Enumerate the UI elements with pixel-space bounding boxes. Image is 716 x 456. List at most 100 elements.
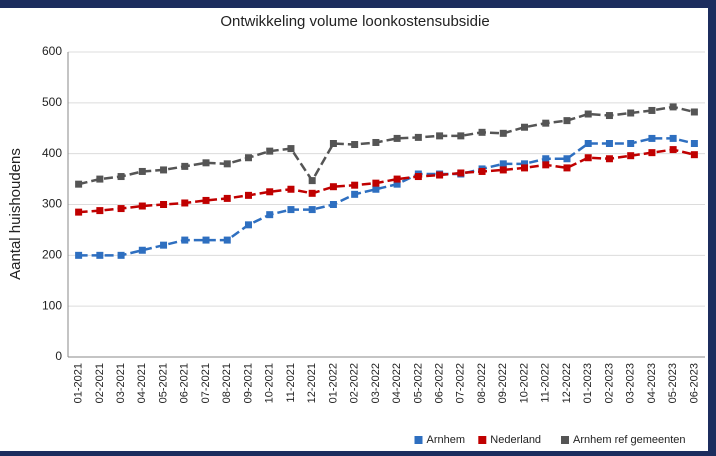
series-marker bbox=[329, 201, 337, 208]
series-marker bbox=[181, 236, 189, 244]
series-marker bbox=[287, 145, 295, 153]
series-marker bbox=[160, 201, 168, 208]
series-marker bbox=[202, 159, 210, 167]
chart: Ontwikkeling volume loonkostensubsidie A… bbox=[7, 13, 705, 446]
series-marker bbox=[160, 166, 168, 174]
series-line bbox=[78, 148, 695, 214]
chart-title: Ontwikkeling volume loonkostensubsidie bbox=[220, 13, 489, 30]
series-marker bbox=[436, 132, 444, 140]
y-tick-label: 300 bbox=[42, 197, 62, 211]
x-tick-label: 06-2022 bbox=[433, 363, 445, 403]
x-tick-label: 07-2021 bbox=[200, 363, 212, 403]
series-marker bbox=[308, 189, 316, 197]
legend-swatch bbox=[478, 436, 487, 444]
x-tick-label: 05-2022 bbox=[412, 363, 424, 403]
series-marker bbox=[96, 207, 104, 215]
x-tick-label: 06-2021 bbox=[179, 363, 191, 403]
series-marker bbox=[96, 175, 104, 183]
legend-label: Arnhem ref gemeenten bbox=[573, 434, 686, 446]
x-tick-label: 07-2022 bbox=[455, 363, 467, 403]
series-marker bbox=[478, 167, 486, 175]
series-marker bbox=[499, 129, 507, 137]
series-marker bbox=[669, 103, 677, 111]
series-marker bbox=[266, 188, 274, 196]
series-marker bbox=[605, 140, 613, 147]
x-tick-label: 04-2021 bbox=[136, 363, 148, 403]
series-marker bbox=[690, 108, 698, 116]
x-tick-label: 05-2023 bbox=[667, 363, 679, 403]
x-tick-label: 09-2021 bbox=[242, 363, 254, 403]
series-marker bbox=[244, 154, 252, 162]
series-marker bbox=[138, 246, 146, 254]
series-marker bbox=[266, 211, 274, 219]
x-tick-label: 03-2023 bbox=[625, 363, 637, 403]
series-marker bbox=[117, 251, 125, 259]
x-tick-label: 04-2023 bbox=[646, 363, 658, 403]
series-marker bbox=[648, 106, 656, 114]
series-marker bbox=[521, 123, 529, 131]
series-marker bbox=[117, 205, 125, 213]
series-marker bbox=[669, 146, 677, 154]
series-marker bbox=[584, 154, 592, 162]
series-marker bbox=[414, 173, 422, 181]
series-marker bbox=[75, 251, 83, 259]
series-marker bbox=[478, 128, 486, 136]
series-marker bbox=[223, 160, 231, 168]
x-tick-label: 04-2022 bbox=[391, 363, 403, 403]
series-marker bbox=[287, 206, 295, 214]
x-tick-label: 10-2021 bbox=[264, 363, 276, 403]
series-marker bbox=[499, 166, 507, 174]
series-marker bbox=[372, 179, 380, 187]
series-marker bbox=[563, 155, 571, 163]
series-marker bbox=[329, 140, 337, 147]
series-marker bbox=[181, 199, 189, 207]
y-tick-label: 0 bbox=[55, 349, 62, 363]
series-marker bbox=[414, 133, 422, 141]
series-marker bbox=[393, 134, 401, 142]
series-marker bbox=[648, 134, 656, 142]
x-tick-label: 02-2023 bbox=[603, 363, 615, 403]
y-tick-label: 100 bbox=[42, 298, 62, 312]
series-marker bbox=[223, 194, 231, 202]
series-marker bbox=[75, 208, 83, 216]
x-tick-label: 05-2021 bbox=[157, 363, 169, 403]
series-marker bbox=[542, 119, 550, 127]
y-tick-label: 600 bbox=[42, 44, 62, 58]
legend-label: Nederland bbox=[490, 434, 541, 446]
panel: Ontwikkeling volume loonkostensubsidie A… bbox=[0, 8, 708, 451]
series-marker bbox=[308, 206, 316, 214]
series-marker bbox=[648, 149, 656, 157]
series-marker bbox=[160, 241, 168, 249]
x-tick-label: 08-2022 bbox=[476, 363, 488, 403]
series-marker bbox=[351, 181, 359, 189]
series-marker bbox=[563, 117, 571, 125]
series-marker bbox=[542, 155, 550, 163]
series-marker bbox=[457, 169, 465, 177]
series-marker bbox=[329, 183, 337, 191]
x-tick-label: 09-2022 bbox=[497, 363, 509, 403]
x-tick-label: 11-2021 bbox=[285, 363, 297, 403]
series-marker bbox=[457, 132, 465, 140]
x-tick-label: 01-2023 bbox=[582, 363, 594, 403]
series-line bbox=[78, 105, 695, 186]
series-marker bbox=[96, 251, 104, 259]
legend-swatch bbox=[414, 436, 423, 444]
series-marker bbox=[690, 151, 698, 159]
series-marker bbox=[202, 196, 210, 204]
series-marker bbox=[351, 141, 359, 149]
series-marker bbox=[138, 167, 146, 175]
x-tick-label: 12-2021 bbox=[306, 363, 318, 403]
series-marker bbox=[244, 221, 252, 229]
series-marker bbox=[202, 236, 210, 244]
x-tick-label: 02-2021 bbox=[94, 363, 106, 403]
x-tick-label: 12-2022 bbox=[561, 363, 573, 403]
series-marker bbox=[605, 112, 613, 120]
series-marker bbox=[393, 175, 401, 183]
series-marker bbox=[499, 160, 507, 168]
y-axis-label: Aantal huishoudens bbox=[7, 148, 24, 280]
series-marker bbox=[584, 110, 592, 118]
series-marker bbox=[521, 160, 529, 168]
series-marker bbox=[308, 177, 316, 185]
x-tick-label: 01-2022 bbox=[327, 363, 339, 403]
